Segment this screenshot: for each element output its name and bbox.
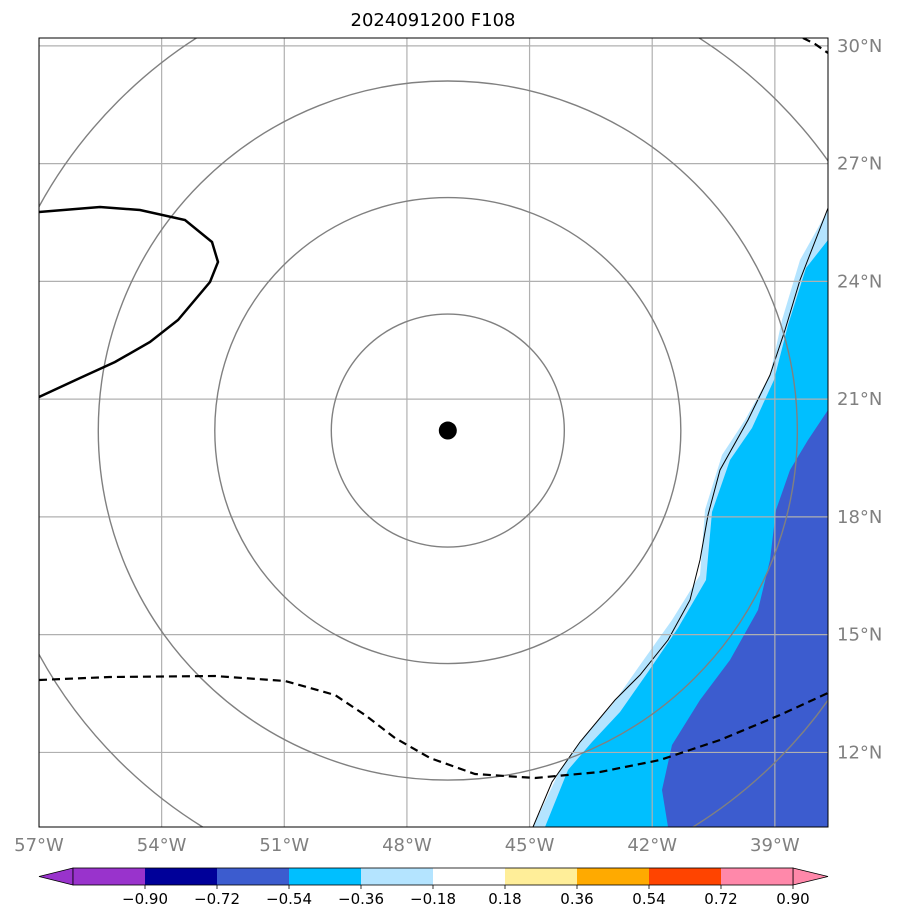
colorbar: −0.90 −0.72 −0.54 −0.36 −0.18 0.18 0.36 0.54 0.7…	[38, 867, 829, 908]
colorbar-tick-label: −0.18	[410, 890, 456, 908]
longitude-label: 39°W	[750, 835, 800, 856]
latitude-label: 27°N	[837, 154, 882, 175]
latitude-label: 15°N	[837, 625, 882, 646]
range-ring	[214, 196, 682, 665]
latitude-labels: 12°N 15°N 18°N 21°N 24°N 27°N 30°N	[837, 36, 882, 764]
latitude-label: 18°N	[837, 507, 882, 528]
longitude-labels: 57°W 54°W 51°W 48°W 45°W 42°W 39°W	[14, 835, 800, 856]
colorbar-tick-label: −0.36	[338, 890, 384, 908]
longitude-label: 57°W	[14, 835, 64, 856]
map-title: 2024091200 F108	[351, 10, 516, 31]
storm-center-marker	[438, 421, 457, 440]
colorbar-tick-label: −0.54	[266, 890, 312, 908]
colorbar-segment	[577, 868, 649, 885]
colorbar-tick-label: 0.54	[632, 890, 665, 908]
latitude-label: 21°N	[837, 389, 882, 410]
range-rings	[39, 38, 828, 827]
colorbar-tick-label: −0.90	[122, 890, 168, 908]
map-area	[39, 38, 828, 827]
colorbar-segment	[73, 868, 145, 885]
colorbar-segment	[217, 868, 289, 885]
colorbar-tick-label: 0.72	[704, 890, 737, 908]
colorbar-segment	[649, 868, 721, 885]
colorbar-segment	[433, 868, 505, 885]
colorbar-tick-label: 0.18	[488, 890, 521, 908]
colorbar-over-extend	[792, 867, 829, 886]
colorbar-segment	[145, 868, 217, 885]
boundary-line	[532, 207, 828, 827]
colorbar-tick-label: 0.90	[776, 890, 809, 908]
colorbar-tick-label: 0.36	[560, 890, 593, 908]
range-ring	[97, 80, 799, 781]
colorbar-segment	[361, 868, 433, 885]
map-frame	[38, 37, 829, 828]
colorbar-segment	[721, 868, 793, 885]
dashed-contour-south	[39, 674, 828, 780]
colorbar-segment	[289, 868, 361, 885]
latitude-label: 24°N	[837, 271, 882, 292]
longitude-label: 51°W	[259, 835, 309, 856]
latitude-label: 30°N	[837, 36, 882, 57]
graticule	[39, 38, 828, 827]
colorbar-segment	[505, 868, 577, 885]
range-ring	[330, 313, 566, 548]
longitude-label: 45°W	[505, 835, 555, 856]
colorbar-tick-label: −0.72	[194, 890, 240, 908]
colorbar-under-extend	[38, 867, 74, 886]
solid-contour	[39, 205, 220, 399]
latitude-label: 12°N	[837, 742, 882, 763]
longitude-label: 42°W	[627, 835, 677, 856]
longitude-label: 54°W	[137, 835, 187, 856]
longitude-label: 48°W	[382, 835, 432, 856]
dashed-contour-north	[802, 38, 828, 54]
